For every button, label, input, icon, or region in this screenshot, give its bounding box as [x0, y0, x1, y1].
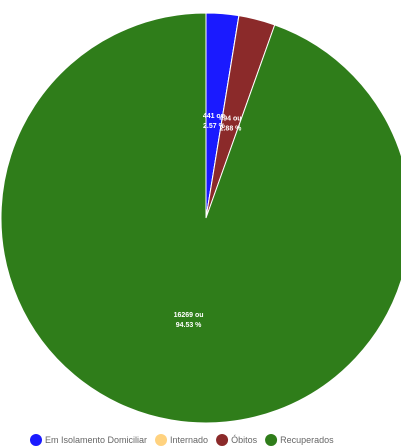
pie-slice-recuperados[interactable] [0, 12, 401, 424]
slice-label-pct-em-isolamento-domiciliar: 2.57 % [203, 123, 226, 130]
legend-swatch-recuperados [265, 434, 278, 446]
slice-label-pct-recuperados: 94.53 % [176, 322, 202, 329]
legend-item-obitos[interactable]: Óbitos [216, 434, 258, 446]
slice-label-value-recuperados: 16269 ou [174, 312, 204, 319]
legend-item-recuperados[interactable]: Recuperados [265, 434, 334, 446]
slice-label-value-obitos: 494 ou [219, 116, 241, 123]
slice-label-pct-obitos: 2.88 % [220, 126, 243, 133]
pie-slices [0, 12, 401, 424]
legend-label-em-isolamento-domiciliar: Em Isolamento Domiciliar [45, 435, 147, 445]
legend-label-internado: Internado [170, 435, 208, 445]
legend-label-recuperados: Recuperados [280, 435, 334, 445]
legend-label-obitos: Óbitos [231, 435, 258, 445]
legend: Em Isolamento Domiciliar Internado Óbitos R… [30, 434, 334, 446]
legend-swatch-em-isolamento-domiciliar [30, 434, 42, 446]
legend-swatch-obitos [216, 434, 229, 446]
legend-item-em-isolamento-domiciliar[interactable]: Em Isolamento Domiciliar [30, 434, 147, 446]
legend-swatch-internado [155, 434, 168, 446]
legend-item-internado[interactable]: Internado [155, 434, 208, 446]
slice-label-value-em-isolamento-domiciliar: 441 ou [203, 113, 225, 120]
slice-labels: 441 ou 2.57 %494 ou 2.88 % 16269 ou 94.53 % [174, 113, 243, 329]
